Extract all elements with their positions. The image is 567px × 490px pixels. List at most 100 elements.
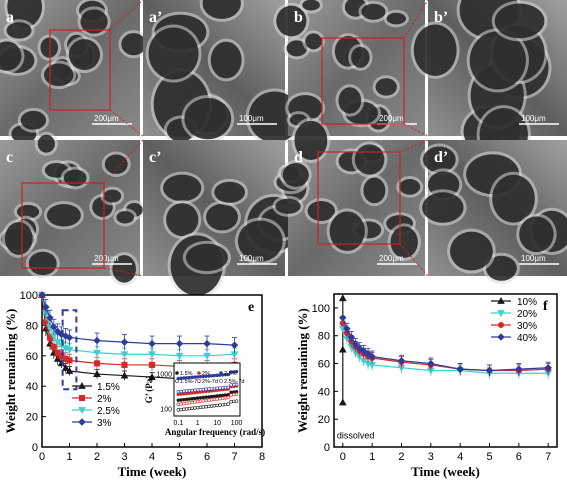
inset-legend-marker xyxy=(175,371,179,375)
pore xyxy=(202,0,241,19)
scale-bar-label: 200μm xyxy=(94,114,119,123)
zoom-line xyxy=(399,243,429,277)
x-tick-label: 8 xyxy=(259,451,265,463)
inset-series-1.5%-7d xyxy=(176,399,239,412)
pore xyxy=(206,203,238,231)
data-point xyxy=(497,310,505,318)
inset-point xyxy=(198,405,203,410)
inset-point xyxy=(218,403,222,407)
zoom-box xyxy=(49,29,111,111)
inset-point xyxy=(234,392,239,396)
x-tick-label: 2 xyxy=(94,451,100,463)
inset-point xyxy=(193,400,197,404)
legend-label: 40% xyxy=(517,333,537,344)
pore xyxy=(112,255,136,283)
pore xyxy=(6,22,32,39)
pore xyxy=(214,181,246,203)
inset-point xyxy=(229,393,233,397)
inset-point xyxy=(179,398,183,402)
pore xyxy=(121,33,147,56)
inset-x-tick-label: 100 xyxy=(231,420,243,427)
data-point xyxy=(65,333,74,342)
inset-point xyxy=(226,385,230,390)
inset-point xyxy=(184,407,189,411)
inset-point xyxy=(176,392,181,397)
data-point xyxy=(50,323,58,331)
inset-point xyxy=(226,402,230,406)
inset-point xyxy=(234,369,239,374)
inset-x-tick-label: 0.1 xyxy=(173,420,183,427)
x-tick-label: 7 xyxy=(545,451,551,463)
inset-point xyxy=(190,388,194,393)
data-point xyxy=(368,352,376,361)
inset-point xyxy=(209,374,214,378)
inset-point xyxy=(190,406,194,410)
y-axis-title: Weight remaining (%) xyxy=(295,308,310,433)
x-tick-label: 4 xyxy=(149,451,155,463)
pore xyxy=(103,189,122,203)
data-point xyxy=(544,364,552,372)
inset-point xyxy=(187,389,192,393)
zoom-line xyxy=(403,123,429,137)
data-point xyxy=(203,339,211,348)
data-point xyxy=(175,352,184,360)
pore xyxy=(4,222,33,255)
x-tick-label: 3 xyxy=(121,451,127,463)
scale-bar-label: 200μm xyxy=(379,114,404,123)
pore xyxy=(275,198,301,214)
data-point xyxy=(485,366,494,375)
inset-point xyxy=(218,386,222,390)
plot-f: 0 1 2 3 4 5 6 7 0 20 40 60 80 100 Time (week) Weight re… xyxy=(295,293,558,479)
pore xyxy=(210,41,242,79)
zoom-connectors xyxy=(21,0,429,277)
legend-label: 10% xyxy=(517,297,537,308)
x-tick-label: 5 xyxy=(176,451,182,463)
legend-label: 20% xyxy=(517,309,537,320)
inset-point xyxy=(201,399,205,403)
scale-bar-label: 100μm xyxy=(239,254,264,263)
scale-bar-label: 100μm xyxy=(521,254,546,263)
inset-point xyxy=(207,395,211,399)
legend: 1.5%2%2.5%3% xyxy=(72,381,120,429)
pore xyxy=(0,41,22,71)
data-point xyxy=(148,351,156,359)
pore xyxy=(305,33,322,50)
inset-series-2%-7d xyxy=(176,392,239,407)
pore xyxy=(363,177,386,204)
data-point xyxy=(355,344,364,352)
inset-y-tick-label: 1000 xyxy=(156,371,172,378)
inset-point xyxy=(182,407,186,411)
scale-bar-label: 100μm xyxy=(239,114,264,123)
pore xyxy=(338,87,362,114)
x-tick-label: 1 xyxy=(369,451,375,463)
zoom-line xyxy=(109,0,144,31)
y-tick-label: 80 xyxy=(26,320,38,332)
inset-point xyxy=(198,396,203,400)
inset-legend-label: 2% xyxy=(202,371,210,377)
inset-point xyxy=(179,389,183,394)
x-tick-label: 0 xyxy=(340,451,346,463)
x-axis-title: Time (week) xyxy=(411,464,480,479)
inset-point xyxy=(201,395,205,400)
inset-point xyxy=(182,389,186,393)
inset-legend: 1.5% 2% 2.5% 1.5%-7d 2%-7d 2.5%-7d xyxy=(175,371,245,385)
inset-point xyxy=(207,404,211,409)
inset-point xyxy=(176,408,181,412)
pore xyxy=(148,27,199,80)
pore xyxy=(163,174,202,202)
sem-panel-2: a’ 100μm xyxy=(143,0,304,146)
pore xyxy=(485,255,517,281)
inset-point xyxy=(212,404,217,408)
sem-panel-6: c’ 100μm xyxy=(143,140,304,299)
inset-point xyxy=(196,405,200,410)
y-tick-label: 0 xyxy=(324,442,330,454)
panel-label: c’ xyxy=(149,149,161,166)
inset-point xyxy=(226,372,230,377)
inset-point xyxy=(221,396,225,400)
inset-point xyxy=(221,393,225,398)
data-point xyxy=(93,360,101,367)
data-point xyxy=(338,345,347,353)
data-point xyxy=(515,365,523,373)
panel-label: e xyxy=(248,300,254,315)
data-point xyxy=(364,350,372,358)
